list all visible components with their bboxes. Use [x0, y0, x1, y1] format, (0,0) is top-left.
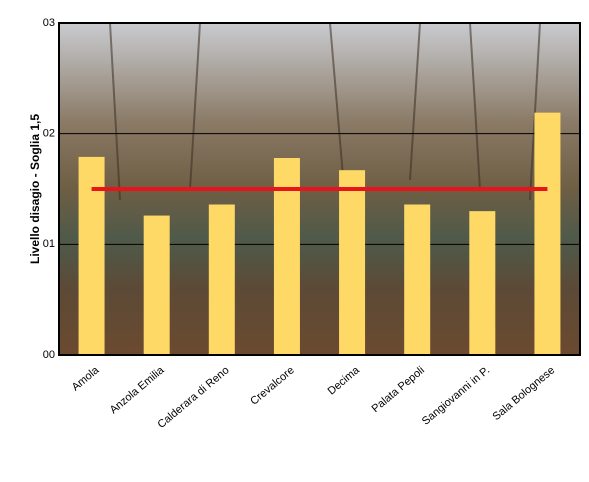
tree-trunks: [109, 22, 541, 201]
bar: [143, 215, 170, 355]
x-tick-label: Anzola Emilia: [108, 364, 167, 417]
bar: [534, 112, 561, 355]
x-tick-label: Amola: [70, 364, 102, 394]
bar: [469, 211, 496, 355]
y-tick-label: 01: [43, 238, 55, 250]
x-tick-label: Decima: [326, 364, 363, 398]
x-tick-label: Sala Bolognese: [490, 364, 557, 423]
x-tick-label: Palata Pepoli: [370, 364, 427, 415]
y-tick-label: 03: [43, 17, 55, 29]
x-tick-label: Sangiovanni in P.: [420, 364, 492, 427]
plot-border: [58, 22, 581, 356]
y-tick-label: 02: [43, 128, 55, 140]
y-axis-label: Livello disagio - Soglia 1,5: [28, 114, 42, 264]
bar: [404, 204, 431, 355]
x-tick-label: Calderara di Reno: [156, 364, 232, 431]
x-tick-label: Crevalcore: [248, 364, 296, 407]
bar: [339, 170, 366, 355]
bar: [208, 204, 235, 355]
bar: [78, 156, 105, 355]
y-tick-label: 00: [43, 349, 55, 361]
